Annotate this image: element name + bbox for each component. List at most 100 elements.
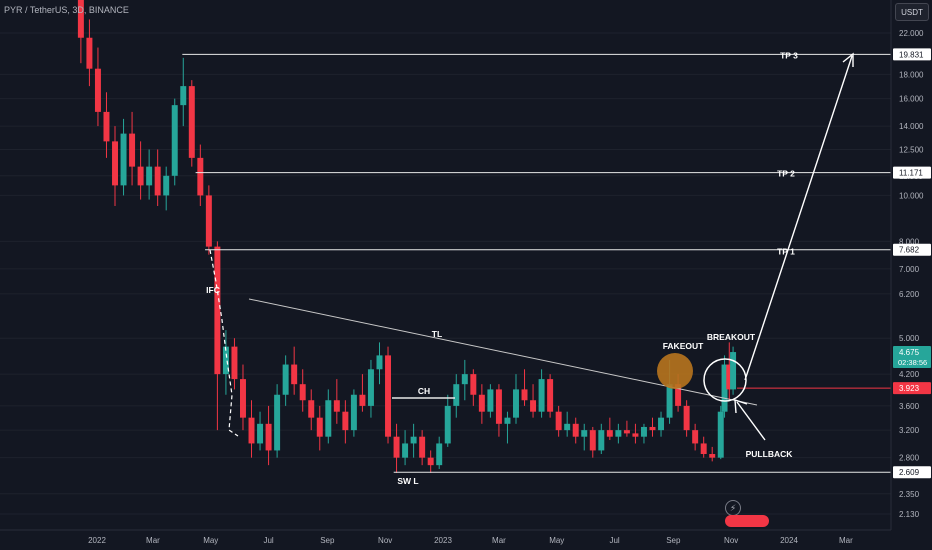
candle-body xyxy=(77,0,84,38)
projection-arrowhead xyxy=(842,52,854,67)
candle xyxy=(146,149,153,200)
candle-body xyxy=(623,430,630,434)
candle xyxy=(453,374,460,418)
candle-body xyxy=(530,400,537,412)
fakeout-marker xyxy=(657,353,693,389)
candle-body xyxy=(709,454,716,458)
candle-body xyxy=(308,400,315,418)
time-tick-label: Sep xyxy=(320,536,335,545)
candle xyxy=(521,369,528,406)
price-tick-label: 2.800 xyxy=(899,454,920,463)
candle xyxy=(726,342,733,401)
price-label-box xyxy=(893,243,931,256)
label-fakeout: FAKEOUT xyxy=(663,341,704,351)
label-swing-low: SW L xyxy=(397,476,418,486)
time-tick-label: 2022 xyxy=(88,536,106,545)
candle-body xyxy=(214,246,221,375)
price-tick-label: 14.000 xyxy=(899,122,924,131)
candle xyxy=(730,346,737,395)
candle-body xyxy=(606,430,613,437)
candle-body xyxy=(675,384,682,406)
label-ifc: IFC xyxy=(206,285,220,295)
candle xyxy=(120,118,127,196)
candle xyxy=(717,405,724,460)
candle xyxy=(393,423,400,473)
price-label: 3.923 xyxy=(893,382,931,395)
time-tick-label: May xyxy=(203,536,218,545)
candle xyxy=(171,98,178,186)
label-tl: TL xyxy=(432,329,442,339)
candle xyxy=(350,389,357,437)
candle-body xyxy=(521,389,528,401)
candle-body xyxy=(402,443,409,458)
projection-arrow xyxy=(744,55,853,381)
candle-body xyxy=(342,411,349,431)
candle-body xyxy=(171,105,178,176)
time-tick-label: May xyxy=(549,536,564,545)
price-label-box xyxy=(893,166,931,179)
candle-body xyxy=(188,86,195,158)
candle-body xyxy=(589,430,596,451)
price-label-text: 7.682 xyxy=(899,246,920,255)
label-breakout: BREAKOUT xyxy=(707,332,756,342)
candle-body xyxy=(231,346,238,380)
candle xyxy=(589,426,596,458)
candle xyxy=(316,405,323,451)
candle-body xyxy=(316,417,323,437)
candle xyxy=(419,430,426,466)
lightning-icon[interactable]: ⚡ xyxy=(725,500,741,516)
price-label-text: 4.675 xyxy=(899,348,920,357)
price-tick-label: 5.000 xyxy=(899,334,920,343)
price-label-countdown: 02:38:56 xyxy=(898,358,927,367)
label-ch: CH xyxy=(418,386,430,396)
candle xyxy=(538,369,545,418)
candle xyxy=(444,394,451,447)
candle-body xyxy=(86,37,93,69)
candle-body xyxy=(103,111,110,142)
candle xyxy=(342,400,349,444)
candle-body xyxy=(632,433,639,437)
label-pullback: PULLBACK xyxy=(746,449,794,459)
candle xyxy=(231,338,238,390)
candle xyxy=(77,0,84,64)
candle xyxy=(495,384,502,437)
candle-body xyxy=(726,364,733,390)
candle-body xyxy=(376,355,383,370)
candle-body xyxy=(581,430,588,437)
price-label: 19.831 xyxy=(893,48,931,61)
price-tick-label: 7.000 xyxy=(899,265,920,274)
symbol-title[interactable]: PYR / TetherUS, 3D, BINANCE xyxy=(4,5,129,15)
currency-button[interactable]: USDT xyxy=(895,3,929,21)
price-label-box xyxy=(893,48,931,61)
time-tick-label: Nov xyxy=(724,536,738,545)
candle-body xyxy=(325,400,332,437)
price-label-text: 11.171 xyxy=(899,169,923,178)
candle xyxy=(299,369,306,412)
drawings xyxy=(182,52,891,473)
candle xyxy=(478,384,485,424)
time-tick-label: Mar xyxy=(146,536,160,545)
candle-body xyxy=(129,133,136,167)
candle xyxy=(205,185,212,255)
candle-body xyxy=(146,166,153,186)
candle xyxy=(359,374,366,412)
candle xyxy=(112,126,118,206)
candle-body xyxy=(453,384,460,406)
candle xyxy=(683,400,690,437)
candle-body xyxy=(564,423,571,431)
events-badge[interactable] xyxy=(725,515,769,527)
price-tick-label: 4.200 xyxy=(899,370,920,379)
candle-body xyxy=(470,374,477,395)
candle xyxy=(436,436,443,470)
candle xyxy=(581,423,588,451)
candle xyxy=(632,423,639,444)
time-axis[interactable] xyxy=(0,530,932,550)
candle-body xyxy=(419,436,426,458)
candle xyxy=(461,359,468,401)
candle-body xyxy=(598,430,605,451)
candle-body xyxy=(265,423,272,451)
price-axis[interactable] xyxy=(891,0,932,530)
label-tp2: TP 2 xyxy=(777,169,795,179)
